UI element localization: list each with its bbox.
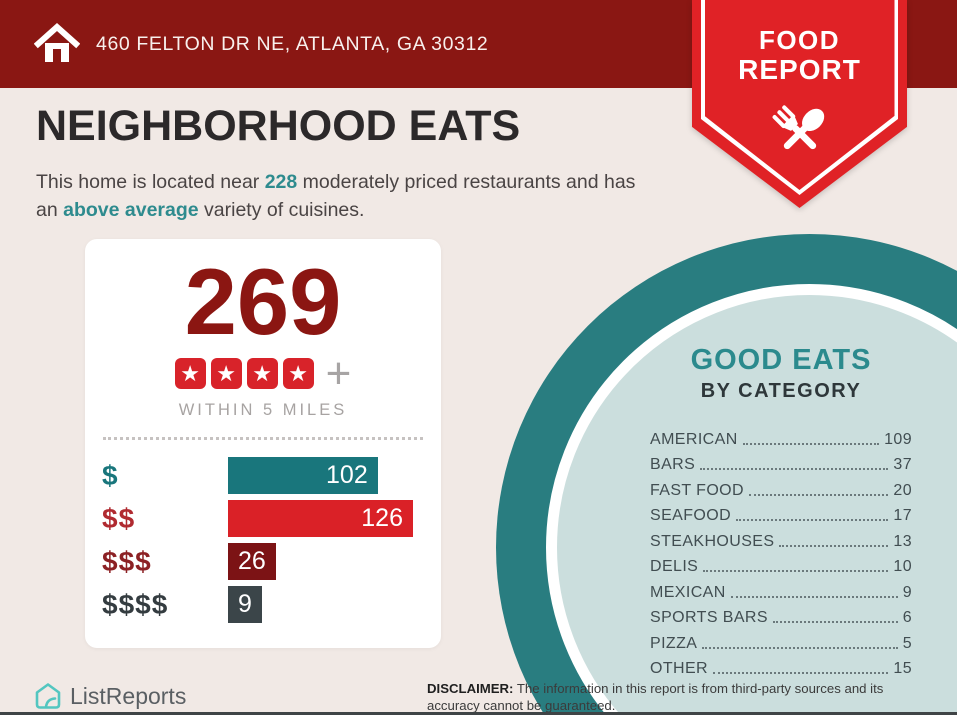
price-bar: 26 <box>228 543 276 580</box>
price-bar-row: $$$ 26 <box>102 543 424 580</box>
category-name: AMERICAN <box>650 430 738 448</box>
category-value: 13 <box>893 532 912 550</box>
total-restaurants: 269 <box>184 249 342 354</box>
dotted-leader <box>700 468 889 470</box>
disclaimer-label: DISCLAIMER: <box>427 681 514 696</box>
dotted-leader <box>772 621 898 623</box>
category-name: BARS <box>650 456 696 473</box>
radius-label: WITHIN 5 MILES <box>178 401 348 419</box>
listreports-brand: ListReports <box>34 682 186 710</box>
category-name: PIZZA <box>650 634 698 652</box>
category-row: OTHER 15 <box>650 655 912 681</box>
good-eats-subtitle: BY CATEGORY <box>700 380 862 402</box>
address-text: 460 FELTON DR NE, ATLANTA, GA 30312 <box>96 32 489 55</box>
price-bar-value: 126 <box>361 504 403 532</box>
price-tier-label: $$$ <box>102 545 152 577</box>
star-row: ★ ★ ★ ★ + <box>85 349 441 398</box>
category-name: DELIS <box>650 558 699 575</box>
price-bar: 9 <box>228 586 262 623</box>
disclaimer: DISCLAIMER: The information in this repo… <box>427 680 927 715</box>
star-icon: ★ <box>210 358 242 389</box>
price-tier-label: $$$$ <box>102 588 169 620</box>
badge-line2: REPORT <box>738 53 861 85</box>
dotted-leader <box>703 570 889 572</box>
home-icon <box>34 22 80 62</box>
restaurant-count: 228 <box>264 171 298 193</box>
category-value: 37 <box>893 456 912 473</box>
badge-title: FOOD REPORT <box>692 26 907 85</box>
stats-card: 269 ★ ★ ★ ★ + WITHIN 5 MILES $102 $$ 126 $$$ 26 $… <box>85 239 441 648</box>
summary-text: This home is located near 228 moderately… <box>36 168 640 225</box>
category-name: OTHER <box>650 660 708 677</box>
food-report-badge: FOOD REPORT <box>692 0 907 208</box>
dotted-leader <box>748 493 889 496</box>
badge-line1: FOOD <box>758 25 841 55</box>
category-row: PIZZA 5 <box>650 629 912 655</box>
category-name: MEXICAN <box>650 583 726 601</box>
star-icon: ★ <box>282 358 314 389</box>
category-value: 109 <box>884 430 912 448</box>
category-row: STEAKHOUSES 13 <box>650 527 912 553</box>
page-title: NEIGHBORHOOD EATS <box>36 102 521 150</box>
summary-part: variety of cuisines. <box>198 199 365 222</box>
price-bar: 102 <box>228 457 378 494</box>
category-value: 6 <box>902 609 912 626</box>
category-value: 5 <box>902 634 912 652</box>
category-value: 20 <box>893 481 912 499</box>
category-row: FAST FOOD 20 <box>650 476 912 502</box>
category-name: SPORTS BARS <box>650 609 768 626</box>
variety-highlight: above average <box>63 199 199 222</box>
category-value: 9 <box>902 583 912 601</box>
price-tier-label: $$ <box>102 502 136 534</box>
dotted-leader <box>702 646 898 649</box>
dotted-leader <box>713 672 889 674</box>
star-icon: ★ <box>174 358 206 389</box>
property-address: 460 FELTON DR NE, ATLANTA, GA 30312 <box>96 0 488 88</box>
dotted-leader <box>730 595 898 598</box>
listreports-logo-icon <box>35 683 61 709</box>
good-eats-title: GOOD EATS <box>690 344 872 376</box>
summary-part: moderately priced restaurants and has an <box>36 171 636 222</box>
category-value: 10 <box>893 558 912 575</box>
category-row: SEAFOOD 17 <box>650 502 912 528</box>
dotted-leader <box>779 544 889 547</box>
price-bar-value: 9 <box>238 590 252 618</box>
brand-name: ListReports <box>70 682 187 709</box>
category-row: BARS 37 <box>650 451 912 477</box>
summary-part: This home is located near <box>36 171 265 193</box>
category-list: AMERICAN 109 BARS 37 FAST FOOD 20 SEAFOOD 17 STE… <box>650 425 912 680</box>
price-bar-row: $$$$ 9 <box>102 586 424 623</box>
price-bar: 126 <box>228 500 413 537</box>
price-bar-value: 102 <box>326 461 368 489</box>
bottom-edge <box>0 712 957 715</box>
plus-sign: + <box>325 349 352 398</box>
category-value: 15 <box>893 660 912 677</box>
star-icon: ★ <box>246 358 278 389</box>
dotted-leader <box>736 519 889 521</box>
disclaimer-text: The information in this report is from t… <box>427 681 884 714</box>
spoon-fork-icon <box>772 105 824 150</box>
category-row: DELIS 10 <box>650 553 912 579</box>
category-name: SEAFOOD <box>650 507 732 524</box>
category-row: MEXICAN 9 <box>650 578 912 604</box>
category-name: FAST FOOD <box>650 481 744 499</box>
price-tier-label: $ <box>102 459 119 491</box>
category-name: STEAKHOUSES <box>650 532 775 550</box>
price-bar-row: $$ 126 <box>102 500 424 537</box>
dotted-divider <box>103 437 423 440</box>
category-row: SPORTS BARS 6 <box>650 604 912 630</box>
category-row: AMERICAN 109 <box>650 425 912 451</box>
good-eats-panel: GOOD EATS BY CATEGORY AMERICAN 109 BARS 37 F… <box>650 344 912 680</box>
price-bar-value: 26 <box>238 547 266 575</box>
price-bars: $102 $$ 126 $$$ 26 $$$$ 9 <box>85 457 441 623</box>
price-bar-row: $102 <box>102 457 424 494</box>
dotted-leader <box>742 442 880 445</box>
category-value: 17 <box>893 507 912 524</box>
